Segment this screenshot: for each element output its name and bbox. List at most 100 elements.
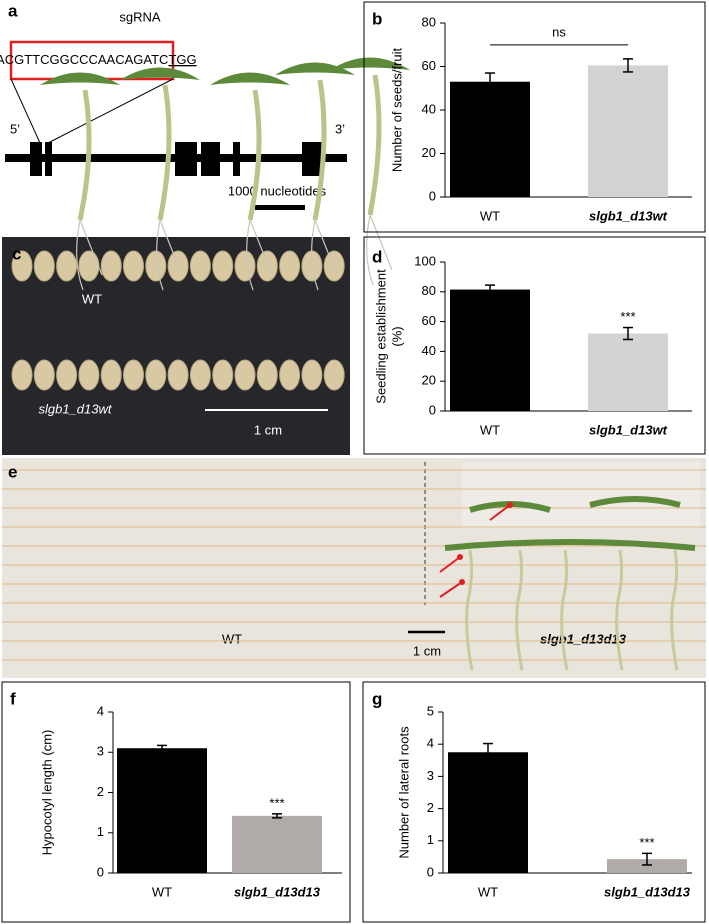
inset-photo [462, 462, 700, 528]
seed [323, 359, 345, 391]
seed [11, 250, 33, 282]
y-tick-label: 2 [427, 800, 434, 815]
seedling-stem [367, 74, 382, 216]
panel-label: a [8, 1, 18, 20]
y-tick-label: 0 [427, 864, 434, 879]
bar [450, 81, 530, 197]
scale-label: 1 cm [254, 422, 282, 437]
significance-label: ns [552, 24, 566, 39]
error-bar [642, 852, 652, 866]
exon [30, 142, 42, 176]
y-axis-label: Number of lateral roots [396, 726, 411, 859]
cotyledon [330, 57, 410, 70]
seed [189, 250, 211, 282]
exon [201, 142, 220, 176]
panel-label: b [372, 9, 382, 28]
x-tick-label: WT [480, 208, 500, 223]
panel-frame [363, 1, 706, 233]
seed [256, 250, 278, 282]
y-tick-label: 5 [427, 703, 434, 718]
seed [145, 359, 167, 391]
panel-frame [363, 236, 706, 455]
y-tick-label: 1 [427, 832, 434, 847]
seed [11, 359, 33, 391]
y-axis-label: Number of seeds/fruit [389, 47, 404, 172]
seed [212, 250, 234, 282]
y-tick-label: 3 [427, 768, 434, 783]
panel-label: e [8, 462, 17, 481]
x-tick-label: WT [152, 884, 172, 899]
error-bar [157, 744, 167, 752]
bar [448, 752, 528, 873]
y-tick-label: 80 [422, 283, 436, 298]
arrow-head [459, 579, 465, 585]
seed [56, 250, 78, 282]
seed [212, 359, 234, 391]
significance-label: *** [269, 795, 284, 810]
y-tick-label: 2 [97, 784, 104, 799]
error-bar [485, 284, 495, 295]
seed [167, 359, 189, 391]
error-bar [485, 72, 495, 92]
seedling-photo: WT slgb1_d13d13 1 cm [2, 57, 706, 678]
arrow-head [507, 502, 513, 508]
cotyledon [40, 72, 120, 85]
arrow [439, 581, 463, 598]
bar [607, 859, 687, 873]
y-tick-label: 0 [429, 402, 436, 417]
seed [78, 359, 100, 391]
arrow [489, 504, 511, 521]
exon [175, 142, 197, 176]
panel-label: d [372, 247, 382, 266]
seed [100, 359, 122, 391]
x-tick-label: slgb1_d13d13 [234, 884, 321, 899]
sgrna-sequence: AACGTTCGGCCCAACAGATCTGG [0, 52, 197, 67]
seedling-mutant-stem [465, 549, 474, 671]
y-tick-label: 100 [414, 253, 436, 268]
panel-frame [362, 681, 706, 923]
seed [256, 359, 278, 391]
seedling-root [366, 214, 393, 286]
seed [234, 359, 256, 391]
bar [232, 815, 322, 873]
seed-photo: WT slgb1_d13wt 1 cm [2, 237, 350, 455]
y-tick-label: 4 [427, 736, 434, 751]
seedling-stem [157, 84, 172, 221]
three-prime: 3’ [335, 121, 345, 136]
y-tick-label: 60 [422, 58, 436, 73]
error-bar [483, 742, 493, 762]
seedling-mutant-stem [560, 549, 569, 671]
bar [588, 333, 668, 411]
y-tick-label: 0 [429, 188, 436, 203]
seedling-stem [312, 79, 327, 221]
seed [33, 359, 55, 391]
significance-label: *** [620, 309, 635, 324]
x-tick-label: slgb1_d13wt [589, 208, 668, 223]
y-tick-label: 20 [422, 145, 436, 160]
seed [279, 250, 301, 282]
seedling-mutant [589, 496, 681, 508]
five-prime: 5’ [10, 121, 20, 136]
y-tick-label: 40 [422, 101, 436, 116]
cotyledon [210, 72, 290, 85]
bar [588, 65, 668, 197]
seed [189, 359, 211, 391]
seed [123, 250, 144, 282]
seedling-stem [247, 89, 262, 221]
scale-label: 1 cm [413, 643, 441, 658]
seed [301, 359, 323, 391]
gene-diagram: sgRNA AACGTTCGGCCCAACAGATCTGG 5’ 3’ 1000… [0, 9, 347, 210]
photo-label: WT [222, 631, 242, 646]
seed [33, 250, 55, 282]
photo-label: WT [82, 291, 102, 306]
exon [302, 142, 323, 176]
seed [123, 359, 144, 391]
seed [100, 250, 122, 282]
seedling-root [76, 219, 103, 291]
seedling-stem [77, 89, 92, 221]
y-axis-label: Seedling establishment [373, 269, 388, 404]
seedling-root [246, 219, 273, 291]
seedling-mutant-stem [515, 549, 524, 671]
scale-bar [255, 205, 305, 210]
y-tick-label: 80 [422, 14, 436, 29]
